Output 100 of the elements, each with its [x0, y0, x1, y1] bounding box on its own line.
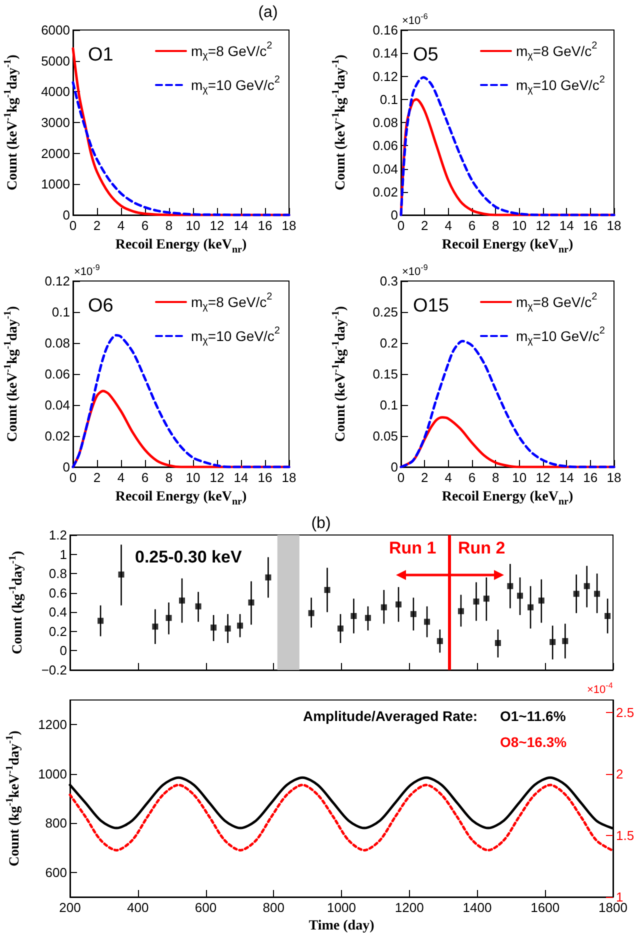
y-tick-label: 0.16 [372, 22, 398, 38]
x-tick-label: 14 [559, 470, 574, 485]
x-tick-label: 10 [512, 470, 527, 485]
point [324, 586, 330, 593]
y-axis-title: Count (kg-1day-1) [8, 550, 26, 654]
y-tick-label: 0.14 [372, 46, 398, 61]
y-tick-label: 1000 [38, 766, 67, 782]
x-tick-label: 10 [512, 218, 527, 233]
y2-tick-label: 2.5 [616, 704, 634, 720]
y-tick-label: 0.08 [44, 336, 70, 350]
point [483, 596, 490, 602]
x-tick-label: 14 [234, 470, 248, 485]
point [98, 618, 104, 624]
x-tick-label: 8 [492, 218, 500, 233]
point [550, 639, 556, 646]
point [152, 624, 158, 630]
x-tick-label: 16 [583, 470, 598, 485]
y-axis-title: Count (keV-1kg-1day-1) [330, 306, 348, 442]
point [458, 608, 464, 614]
point [178, 598, 185, 604]
y-tick-label: 0.3 [380, 274, 398, 288]
annotation: O6 [88, 296, 114, 316]
y-tick-label: 0.4 [48, 604, 67, 620]
point [604, 613, 611, 619]
x-tick-label: 14 [559, 218, 574, 233]
y-tick-label: 0.02 [372, 184, 398, 200]
x-axis-title: Time (day) [308, 918, 375, 933]
y-axis-title: Count (keV-1kg-1day-1) [330, 54, 348, 190]
x-tick-label: 2 [421, 470, 428, 485]
x-tick-label: 18 [282, 218, 296, 233]
x-tick-label: 8 [492, 470, 500, 485]
x-tick-label: 10 [186, 218, 200, 233]
y-tick-label: 1000 [41, 176, 70, 192]
x-tick-label: 6 [141, 218, 149, 233]
annotation: Amplitude/Averaged Rate: [303, 708, 478, 724]
x-tick-label: 1800 [598, 900, 628, 915]
y-axis-title: Count (keV-1kg-1day-1) [2, 54, 20, 190]
point [507, 583, 514, 590]
annotation: O1~11.6% [500, 708, 566, 724]
point [573, 590, 580, 597]
y-tick-label: 0.06 [372, 138, 398, 154]
x-tick-label: 400 [127, 900, 149, 915]
y-tick-label: 800 [45, 816, 67, 831]
x-tick-label: 18 [282, 470, 296, 485]
y-tick-label: 0.02 [44, 428, 70, 444]
annotation: O15 [413, 296, 449, 316]
y-tick-label: 600 [45, 864, 67, 880]
point [494, 640, 501, 646]
point [248, 600, 254, 606]
y-tick-label: 1.2 [48, 528, 67, 542]
point [396, 601, 402, 608]
y-tick-label: 0.8 [48, 566, 67, 582]
x-tick-label: 2 [421, 218, 428, 233]
point [265, 574, 272, 580]
x-tick-label: 10 [186, 470, 200, 485]
x-tick-label: 6 [468, 470, 476, 485]
x-tick-label: 18 [606, 470, 622, 485]
y-tick-label: 0.1 [52, 304, 70, 320]
x-tick-label: 2 [93, 470, 101, 485]
point [517, 592, 524, 599]
x-tick-label: 12 [210, 470, 224, 485]
y-tick-label: 1200 [38, 717, 67, 732]
x-tick-label: 12 [536, 470, 550, 485]
y2-tick-label: 2 [616, 766, 624, 782]
y-tick-label: 0.1 [380, 398, 398, 412]
x-tick-label: 8 [165, 470, 173, 485]
y-tick-label: 0.1 [380, 92, 398, 107]
x-tick-label: 12 [536, 218, 550, 233]
x-tick-label: 4 [444, 218, 452, 233]
point [364, 614, 371, 621]
point [224, 626, 231, 632]
point [538, 598, 544, 604]
x-tick-label: 4 [117, 470, 125, 485]
y-tick-label: 0 [390, 208, 398, 222]
x-tick-label: 1400 [462, 900, 492, 915]
point [166, 614, 172, 621]
y-tick-label: 0 [62, 208, 70, 222]
x-tick-label: 14 [234, 218, 248, 233]
y-axis-title: Count (keV-1kg-1day-1) [2, 306, 20, 442]
annotation: O5 [413, 44, 438, 66]
y-tick-label: 0.04 [44, 398, 70, 412]
y-tick-label: 0.2 [380, 336, 398, 350]
point [118, 572, 124, 578]
point [210, 624, 217, 631]
x-tick-label: 8 [165, 218, 173, 233]
point [473, 598, 480, 605]
x-tick-label: 16 [258, 470, 272, 485]
y-tick-label: 0 [62, 460, 70, 474]
line-series [68, 784, 614, 852]
y-tick-label: 0.25 [372, 304, 398, 320]
x-tick-label: 200 [59, 900, 81, 915]
x-tick-label: 2 [93, 218, 101, 233]
point [380, 604, 387, 610]
chart-title: (b) [310, 515, 332, 533]
annotation: O8~16.3% [500, 734, 568, 750]
point [308, 610, 314, 616]
y-tick-label: 0.04 [372, 161, 398, 176]
y-tick-label: 1 [60, 546, 67, 562]
x-tick-label: 1600 [530, 900, 560, 915]
point [237, 622, 244, 629]
